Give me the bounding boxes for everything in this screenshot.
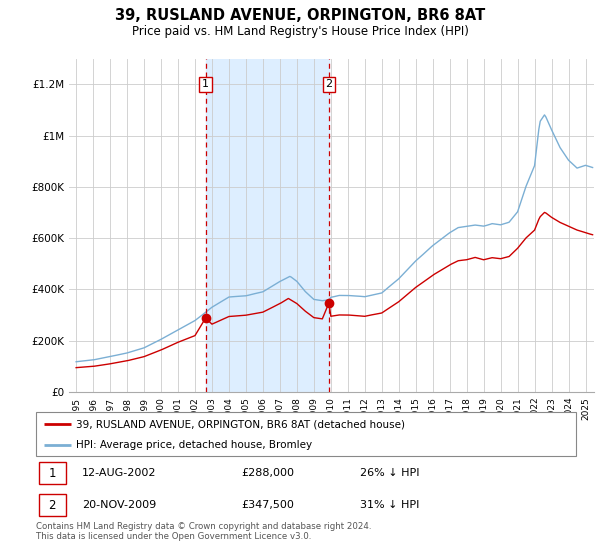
Text: HPI: Average price, detached house, Bromley: HPI: Average price, detached house, Brom… [77, 440, 313, 450]
Text: 26% ↓ HPI: 26% ↓ HPI [360, 468, 419, 478]
Text: 39, RUSLAND AVENUE, ORPINGTON, BR6 8AT (detached house): 39, RUSLAND AVENUE, ORPINGTON, BR6 8AT (… [77, 419, 406, 429]
Text: 1: 1 [49, 467, 56, 480]
Bar [39, 494, 66, 516]
Text: 12-AUG-2002: 12-AUG-2002 [82, 468, 157, 478]
Text: £288,000: £288,000 [241, 468, 294, 478]
Text: 20-NOV-2009: 20-NOV-2009 [82, 500, 156, 510]
Bar [206, 59, 329, 392]
Text: 1: 1 [202, 80, 209, 90]
Text: 2: 2 [325, 80, 332, 90]
Bar [39, 462, 66, 484]
Text: 39, RUSLAND AVENUE, ORPINGTON, BR6 8AT: 39, RUSLAND AVENUE, ORPINGTON, BR6 8AT [115, 8, 485, 24]
Text: 2: 2 [49, 498, 56, 512]
Text: Contains HM Land Registry data © Crown copyright and database right 2024.
This d: Contains HM Land Registry data © Crown c… [36, 522, 371, 542]
Text: £347,500: £347,500 [241, 500, 294, 510]
Text: 31% ↓ HPI: 31% ↓ HPI [360, 500, 419, 510]
Text: Price paid vs. HM Land Registry's House Price Index (HPI): Price paid vs. HM Land Registry's House … [131, 25, 469, 38]
